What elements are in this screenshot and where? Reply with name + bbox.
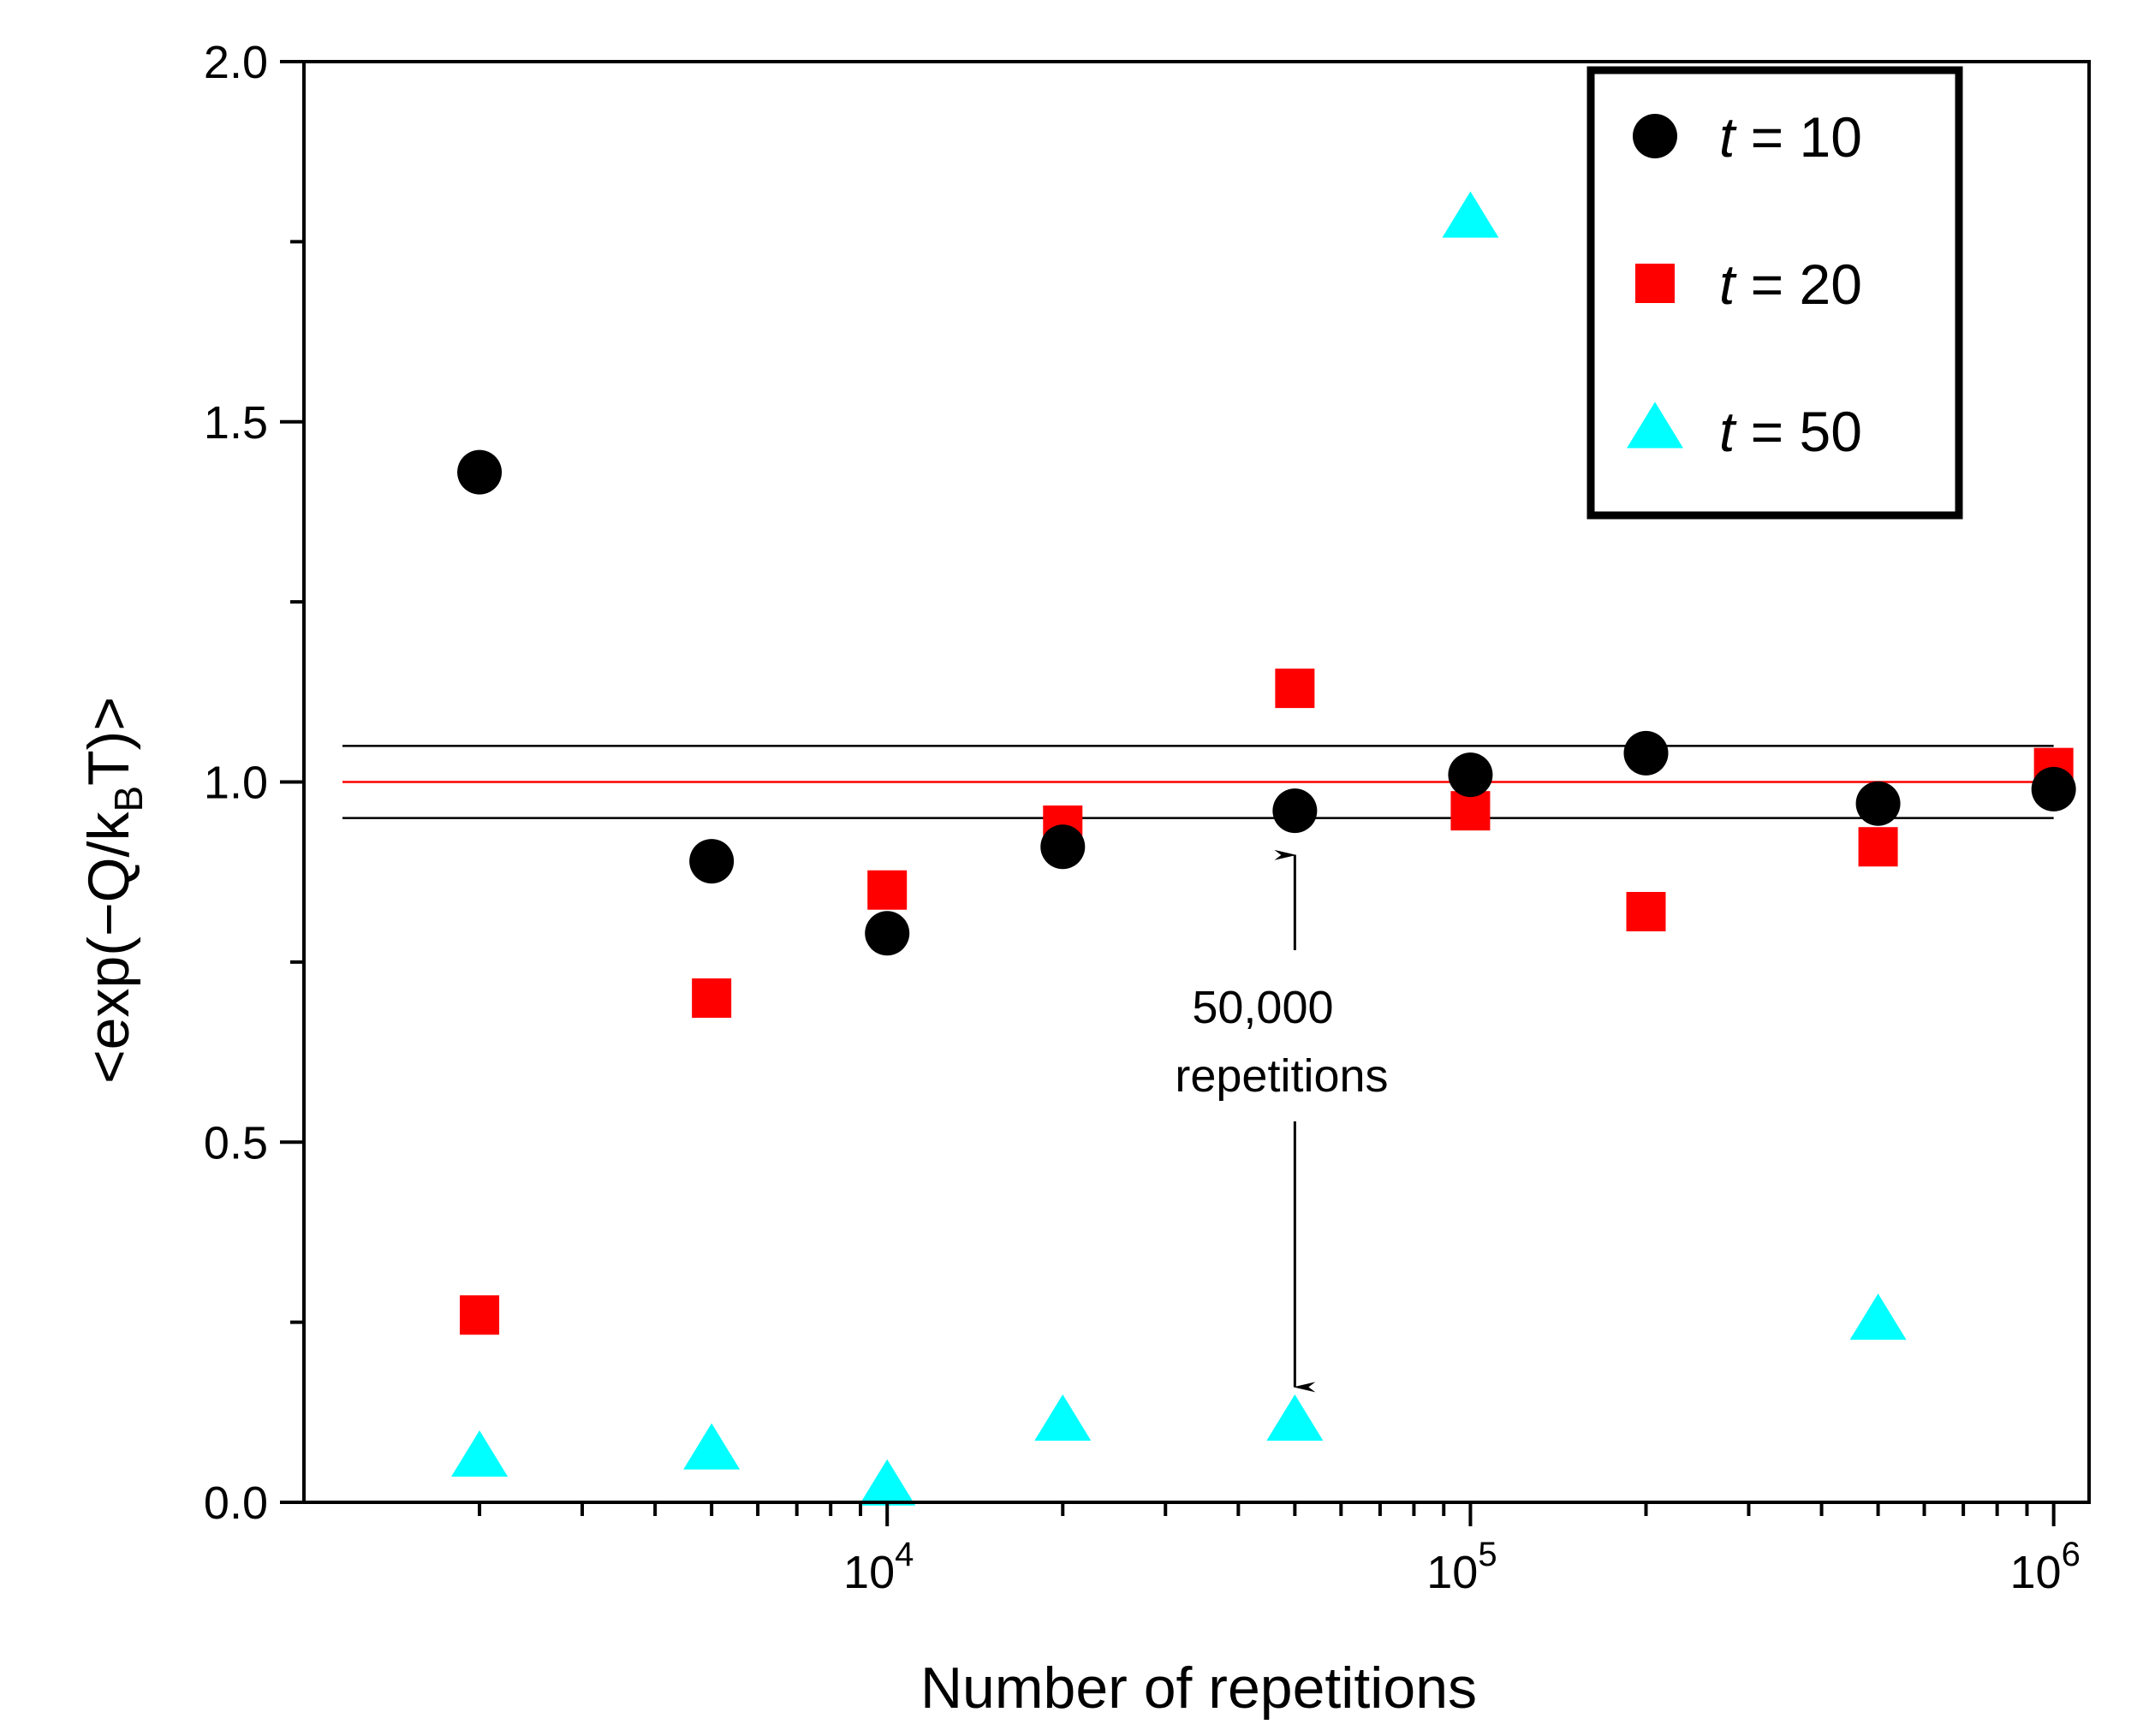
data-point-circle xyxy=(1623,730,1669,776)
y-axis-title: <exp(−Q/kBT)> xyxy=(76,697,151,1084)
legend-marker-square xyxy=(1635,264,1675,303)
legend-marker-triangle xyxy=(1627,401,1683,449)
data-point-triangle xyxy=(683,1423,741,1470)
data-point-triangle xyxy=(1849,1293,1907,1341)
annotation-text-line1: 50,000 xyxy=(1192,982,1333,1033)
data-point-square xyxy=(1626,891,1666,931)
data-point-triangle xyxy=(859,1459,916,1506)
legend-label: t = 50 xyxy=(1719,400,1862,463)
data-point-circle xyxy=(1040,824,1086,870)
y-axis-title-text: <exp(−Q/kBT)> xyxy=(76,697,151,1084)
data-point-circle xyxy=(689,839,735,884)
data-point-triangle xyxy=(1266,1394,1324,1441)
data-point-circle xyxy=(1448,752,1493,798)
data-point-square xyxy=(1450,791,1491,831)
y-tick-label: 0.0 xyxy=(204,1477,268,1529)
data-point-square xyxy=(1858,827,1898,867)
data-point-square xyxy=(867,870,908,910)
data-point-circle xyxy=(1855,781,1901,826)
data-point-triangle xyxy=(451,1430,509,1477)
y-tick-label: 1.0 xyxy=(204,758,268,809)
data-point-triangle xyxy=(1034,1394,1092,1441)
legend-label: t = 20 xyxy=(1719,253,1862,316)
y-tick-label: 2.0 xyxy=(204,37,268,88)
data-point-circle xyxy=(457,449,503,495)
y-tick-label: 0.5 xyxy=(204,1117,268,1168)
data-point-circle xyxy=(1272,788,1318,834)
data-point-circle xyxy=(865,911,910,956)
y-tick-label: 1.5 xyxy=(204,397,268,449)
x-axis-title: Number of repetitions xyxy=(920,1656,1477,1721)
legend-label: t = 10 xyxy=(1719,105,1862,169)
x-tick-label: 105 xyxy=(1426,1536,1497,1598)
data-point-circle xyxy=(2031,766,2076,812)
data-point-square xyxy=(1275,669,1315,709)
x-tick-label: 106 xyxy=(2009,1536,2080,1598)
data-point-square xyxy=(692,978,732,1018)
legend-marker-circle xyxy=(1633,114,1677,158)
data-point-triangle xyxy=(1442,191,1499,238)
data-point-square xyxy=(460,1295,500,1335)
x-tick-label: 104 xyxy=(843,1536,914,1598)
annotation-text-line2: repetitions xyxy=(1175,1050,1388,1102)
